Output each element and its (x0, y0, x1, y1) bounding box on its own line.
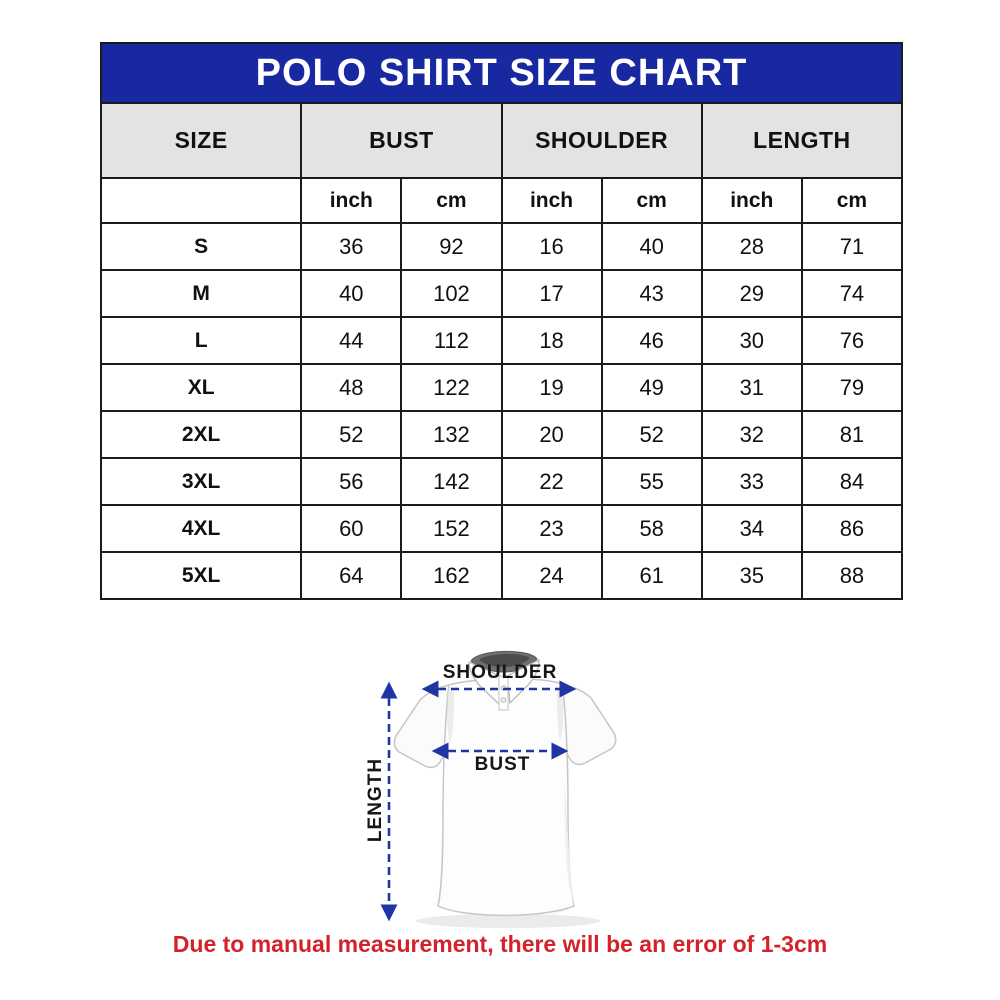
table-row: XL 48 122 19 49 31 79 (99, 363, 904, 412)
unit-header-blank (99, 177, 303, 224)
measurement-value: 102 (400, 269, 503, 318)
measurement-value: 162 (400, 551, 503, 600)
measurement-value: 81 (800, 410, 904, 459)
column-header-length: LENGTH (700, 102, 904, 179)
measurement-value: 30 (700, 316, 803, 365)
measurement-value: 29 (700, 269, 803, 318)
column-header-bust: BUST (300, 102, 503, 179)
measurement-value: 71 (800, 222, 904, 271)
polo-shirt-illustration (380, 650, 617, 928)
measurement-value: 44 (300, 316, 403, 365)
measurement-value: 19 (500, 363, 603, 412)
size-table-body: S 36 92 16 40 28 71 M 40 102 17 43 29 74 L 44 112 18 46 30 7… (99, 222, 904, 600)
measurement-value: 112 (400, 316, 503, 365)
unit-header: inch (700, 177, 803, 224)
size-label: XL (99, 363, 303, 412)
measurement-value: 46 (600, 316, 703, 365)
measurement-value: 61 (600, 551, 703, 600)
measurement-value: 36 (300, 222, 403, 271)
size-label: L (99, 316, 303, 365)
measurement-value: 142 (400, 457, 503, 506)
measurement-value: 92 (400, 222, 503, 271)
measurement-value: 17 (500, 269, 603, 318)
measurement-value: 55 (600, 457, 703, 506)
measurement-value: 35 (700, 551, 803, 600)
size-label: 4XL (99, 504, 303, 553)
measurement-value: 64 (300, 551, 403, 600)
unit-header: inch (500, 177, 603, 224)
bust-measure-label: BUST (474, 754, 531, 775)
measurement-value: 34 (700, 504, 803, 553)
measurement-value: 79 (800, 363, 904, 412)
measurement-value: 132 (400, 410, 503, 459)
measurement-value: 22 (500, 457, 603, 506)
table-row: 4XL 60 152 23 58 34 86 (99, 504, 904, 553)
measurement-value: 84 (800, 457, 904, 506)
shoulder-measure-label: SHOULDER (442, 662, 558, 683)
title-row: POLO SHIRT SIZE CHART (100, 42, 903, 104)
measurement-value: 74 (800, 269, 904, 318)
measurement-value: 28 (700, 222, 803, 271)
table-row: 3XL 56 142 22 55 33 84 (99, 457, 904, 506)
table-row: L 44 112 18 46 30 76 (99, 316, 904, 365)
measurement-value: 23 (500, 504, 603, 553)
measurement-error-note: Due to manual measurement, there will be… (172, 931, 828, 957)
table-row: M 40 102 17 43 29 74 (99, 269, 904, 318)
measurement-value: 40 (300, 269, 403, 318)
measurement-value: 49 (600, 363, 703, 412)
measurement-value: 60 (300, 504, 403, 553)
measurement-value: 122 (400, 363, 503, 412)
measurement-value: 86 (800, 504, 904, 553)
measurement-value: 20 (500, 410, 603, 459)
size-label: 3XL (99, 457, 303, 506)
size-label: S (99, 222, 303, 271)
table-row: 2XL 52 132 20 52 32 81 (99, 410, 904, 459)
measurement-value: 40 (600, 222, 703, 271)
size-chart-table: POLO SHIRT SIZE CHART SIZE BUST SHOULDER… (99, 42, 904, 600)
unit-header: cm (800, 177, 904, 224)
unit-header-row: inch cm inch cm inch cm (99, 177, 904, 224)
measurement-value: 48 (300, 363, 403, 412)
unit-header: inch (300, 177, 403, 224)
size-chart: POLO SHIRT SIZE CHART SIZE BUST SHOULDER… (99, 42, 904, 600)
size-label: 5XL (99, 551, 303, 600)
polo-shirt-diagram (350, 638, 660, 940)
measurement-value: 58 (600, 504, 703, 553)
measurement-value: 152 (400, 504, 503, 553)
unit-header: cm (400, 177, 503, 224)
measurement-value: 88 (800, 551, 904, 600)
measurement-value: 31 (700, 363, 803, 412)
measurement-value: 56 (300, 457, 403, 506)
unit-header: cm (600, 177, 703, 224)
chart-title: POLO SHIRT SIZE CHART (100, 42, 903, 104)
measurement-value: 52 (300, 410, 403, 459)
group-header-row: SIZE BUST SHOULDER LENGTH (99, 102, 904, 179)
column-header-size: SIZE (99, 102, 303, 179)
measurement-value: 32 (700, 410, 803, 459)
measurement-value: 33 (700, 457, 803, 506)
size-label: M (99, 269, 303, 318)
size-label: 2XL (99, 410, 303, 459)
table-row: S 36 92 16 40 28 71 (99, 222, 904, 271)
measurement-value: 52 (600, 410, 703, 459)
measurement-value: 18 (500, 316, 603, 365)
measurement-value: 24 (500, 551, 603, 600)
column-header-shoulder: SHOULDER (500, 102, 703, 179)
measurement-value: 43 (600, 269, 703, 318)
measurement-value: 16 (500, 222, 603, 271)
length-measure-label: LENGTH (365, 757, 386, 843)
measurement-value: 76 (800, 316, 904, 365)
table-row: 5XL 64 162 24 61 35 88 (99, 551, 904, 600)
